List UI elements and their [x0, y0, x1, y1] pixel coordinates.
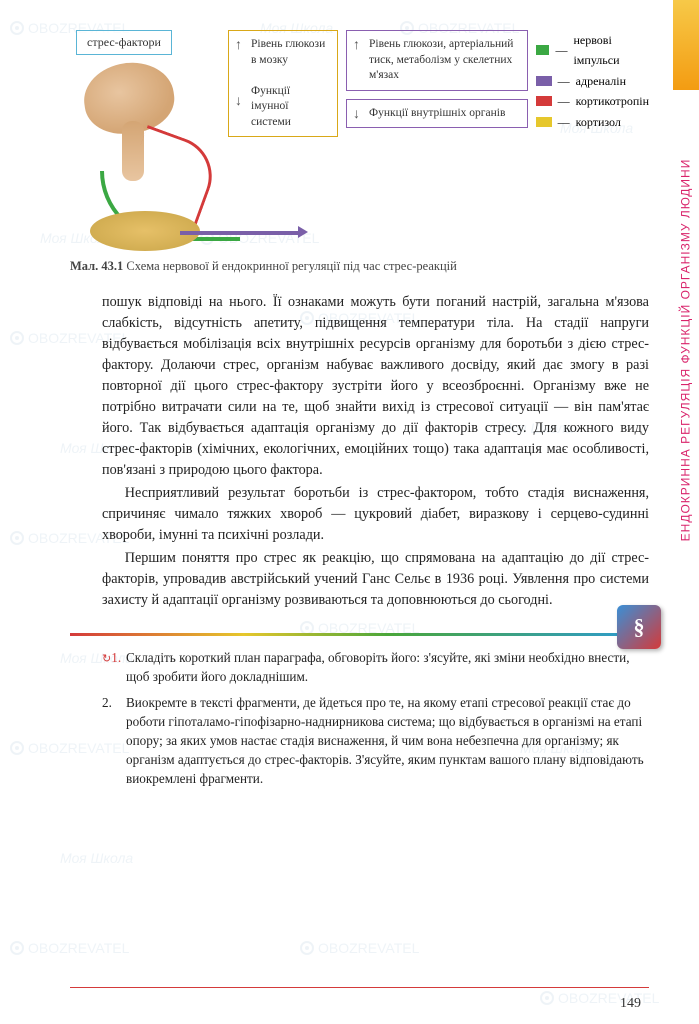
glucose-brain-box: ↑ Рівень глюкози в мозку ↓ Функції імунн…: [228, 30, 338, 137]
question-text: Виокремте в тексті фрагменти, де йдеться…: [126, 693, 649, 789]
footer-rule: [70, 987, 649, 989]
paragraph: Несприятливий результат боротьби із стре…: [102, 483, 649, 546]
page-number: 149: [620, 996, 641, 1012]
chapter-side-label: ЕНДОКРИННА РЕГУЛЯЦІЯ ФУНКЦІЙ ОРГАНІЗМУ Л…: [675, 100, 695, 600]
questions-block: ↻1. Складіть короткий план параграфа, об…: [102, 648, 649, 788]
down-arrow-icon: ↓: [353, 106, 360, 125]
legend-item: — нервові імпульси: [536, 30, 649, 71]
caption-text: Схема нервової й ендокринної регуляції п…: [126, 259, 456, 273]
question-text: Складіть короткий план параграфа, обгово…: [126, 648, 649, 686]
body-text: пошук відповіді на нього. Її ознаками мо…: [102, 292, 649, 611]
box-text: Функції внутрішніх органів: [369, 107, 505, 119]
side-label-text: ЕНДОКРИННА РЕГУЛЯЦІЯ ФУНКЦІЙ ОРГАНІЗМУ Л…: [678, 159, 692, 542]
box-text: Функції імунної системи: [251, 85, 291, 128]
question-number: 2.: [102, 693, 126, 789]
figure-caption: Мал. 43.1 Схема нервової й ендокринної р…: [70, 259, 649, 274]
legend-item: — кортикотропін: [536, 91, 649, 111]
up-arrow-icon: ↑: [353, 37, 360, 56]
legend-item: — кортизол: [536, 112, 649, 132]
paragraph: пошук відповіді на нього. Її ознаками мо…: [102, 292, 649, 481]
brain-illustration: [70, 51, 220, 251]
legend-item: — адреналін: [536, 71, 649, 91]
question-item: 2. Виокремте в тексті фрагменти, де йдет…: [102, 693, 649, 789]
stress-diagram: стрес-фактори ↑ Рівень глюкози в мозку ↓…: [70, 30, 649, 251]
corner-tab: [673, 0, 699, 90]
swatch: [536, 45, 550, 55]
metabolism-box: ↑ Рівень глюкози, артеріальний тиск, мет…: [346, 30, 528, 91]
swatch: [536, 117, 552, 127]
question-item: ↻1. Складіть короткий план параграфа, об…: [102, 648, 649, 686]
section-icon: §: [617, 605, 661, 649]
box-text: Рівень глюкози, артеріальний тиск, метаб…: [369, 38, 513, 81]
swatch: [536, 96, 552, 106]
diagram-legend: — нервові імпульси — адреналін — кортико…: [536, 30, 649, 251]
box-text: Рівень глюкози в мозку: [251, 38, 325, 66]
swatch: [536, 76, 552, 86]
caption-label: Мал. 43.1: [70, 259, 123, 273]
section-divider: §: [70, 633, 649, 636]
paragraph: Першим поняття про стрес як реакцію, що …: [102, 548, 649, 611]
down-arrow-icon: ↓: [235, 93, 242, 112]
organs-box: ↓ Функції внутрішніх органів: [346, 99, 528, 129]
up-arrow-icon: ↑: [235, 37, 242, 56]
question-number: ↻1.: [102, 648, 126, 686]
